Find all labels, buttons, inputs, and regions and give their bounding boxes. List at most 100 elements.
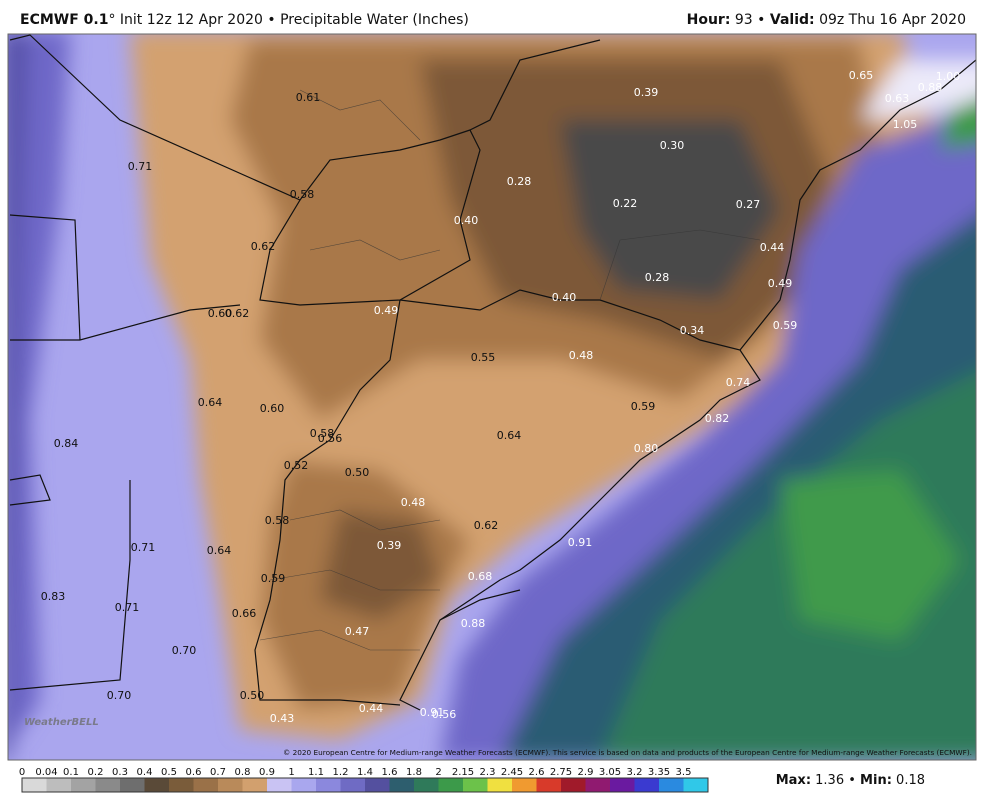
colorbar-swatch xyxy=(242,778,268,792)
colorbar-label: 1 xyxy=(288,767,294,778)
field xyxy=(8,34,976,760)
value-label: 0.40 xyxy=(454,214,479,227)
colorbar-swatch xyxy=(22,778,47,792)
value-label: 1.05 xyxy=(893,118,918,131)
value-label: 0.58 xyxy=(290,188,315,201)
colorbar-label: 2.3 xyxy=(480,767,496,778)
value-label: 0.88 xyxy=(461,617,486,630)
value-label: 0.63 xyxy=(885,92,910,105)
value-label: 0.52 xyxy=(284,459,309,472)
value-label: 0.64 xyxy=(497,429,522,442)
colorbar-label: 1.8 xyxy=(406,767,422,778)
value-label: 0.56 xyxy=(318,432,343,445)
value-label: 0.30 xyxy=(660,139,685,152)
model: ECMWF 0.1 xyxy=(20,12,109,28)
value-label: 0.49 xyxy=(374,304,399,317)
colorbar-swatch xyxy=(46,778,72,792)
colorbar-swatch xyxy=(634,778,660,792)
colorbar-swatch xyxy=(463,778,488,792)
colorbar-label: 2.6 xyxy=(529,767,545,778)
value-label: 0.43 xyxy=(270,712,295,725)
value-label: 0.59 xyxy=(261,572,286,585)
colorbar-swatch xyxy=(169,778,194,792)
colorbar-swatch xyxy=(95,778,121,792)
hour-label: Hour: xyxy=(686,12,731,28)
value-label: 0.44 xyxy=(760,241,785,254)
colorbar-swatch xyxy=(120,778,145,792)
colorbar-swatch xyxy=(267,778,292,792)
value-label: 0.64 xyxy=(207,544,232,557)
colorbar-label: 0.6 xyxy=(186,767,202,778)
colorbar-label: 0 xyxy=(19,767,25,778)
value-label: 0.62 xyxy=(225,307,250,320)
colorbar-swatch xyxy=(536,778,562,792)
value-label: 0.49 xyxy=(768,277,793,290)
colorbar-frame xyxy=(21,777,709,793)
value-label: 0.62 xyxy=(251,240,276,253)
state-lines xyxy=(259,89,761,651)
colorbar-label: 1.4 xyxy=(357,767,373,778)
colorbar-swatch xyxy=(193,778,219,792)
value-label: 0.47 xyxy=(345,625,370,638)
value-label: 0.91 xyxy=(420,706,445,719)
value-label: 0.83 xyxy=(41,590,66,603)
colorbar-label: 0.9 xyxy=(259,767,275,778)
max-label: Max: xyxy=(776,773,811,788)
colorbar-label: 3.35 xyxy=(648,767,670,778)
value-label: 1.00 xyxy=(936,70,961,83)
value-label: 0.62 xyxy=(474,519,499,532)
header-left: ECMWF 0.1° Init 12z 12 Apr 2020 • Precip… xyxy=(20,12,469,28)
colorbar-label: 3.5 xyxy=(676,767,692,778)
value-label: 0.58 xyxy=(310,427,335,440)
value-label: 0.27 xyxy=(736,198,761,211)
colorbar-swatch xyxy=(218,778,243,792)
max-min: Max: 1.36 • Min: 0.18 xyxy=(776,773,925,788)
value-label: 0.59 xyxy=(631,400,656,413)
colorbar-swatch xyxy=(659,778,684,792)
value-label: 0.40 xyxy=(552,291,577,304)
run-info: ° Init 12z 12 Apr 2020 • Precipitable Wa… xyxy=(108,12,469,28)
colorbar-label: 2.75 xyxy=(550,767,572,778)
value-label: 0.55 xyxy=(471,351,496,364)
colorbar-label: 0.7 xyxy=(210,767,226,778)
value-label: 0.61 xyxy=(296,91,321,104)
valid: 09z Thu 16 Apr 2020 xyxy=(819,12,966,28)
value-label: 0.88 xyxy=(918,81,943,94)
value-label: 0.70 xyxy=(172,644,197,657)
colorbar-label: 2.45 xyxy=(501,767,523,778)
colorbar-swatch xyxy=(683,778,709,792)
colorbar-label: 1.6 xyxy=(382,767,398,778)
colorbar-label: 0.4 xyxy=(137,767,153,778)
logo: WeatherBELL xyxy=(24,717,99,728)
value-label: 0.39 xyxy=(634,86,659,99)
valid-label: Valid: xyxy=(769,12,815,28)
colorbar-label: 2.9 xyxy=(578,767,594,778)
header-right: Hour: 93 • Valid: 09z Thu 16 Apr 2020 xyxy=(687,12,966,28)
value-label: 0.56 xyxy=(432,708,457,721)
colorbar-label: 0.1 xyxy=(63,767,79,778)
copyright: © 2020 European Centre for Medium-range … xyxy=(283,748,972,757)
colorbar-swatch xyxy=(610,778,635,792)
colorbar-label: 0.04 xyxy=(35,767,57,778)
value-label: 0.50 xyxy=(240,689,265,702)
value-label: 0.60 xyxy=(260,402,285,415)
colorbar-swatch xyxy=(71,778,96,792)
value-label: 0.28 xyxy=(645,271,670,284)
colorbar-label: 3.05 xyxy=(599,767,621,778)
value-label: 0.84 xyxy=(54,437,79,450)
value-label: 0.50 xyxy=(345,466,370,479)
colorbar-label: 2 xyxy=(435,767,441,778)
value-label: 0.91 xyxy=(568,536,593,549)
value-label: 0.66 xyxy=(232,607,257,620)
colorbar-swatch xyxy=(487,778,513,792)
value-label: 0.28 xyxy=(507,175,532,188)
colorbar-swatch xyxy=(291,778,317,792)
value-label: 0.58 xyxy=(265,514,290,527)
colorbar-swatch xyxy=(144,778,170,792)
colorbar-swatch xyxy=(512,778,537,792)
value-label: 0.39 xyxy=(377,539,402,552)
colorbar-swatch xyxy=(340,778,366,792)
value-label: 0.22 xyxy=(613,197,638,210)
